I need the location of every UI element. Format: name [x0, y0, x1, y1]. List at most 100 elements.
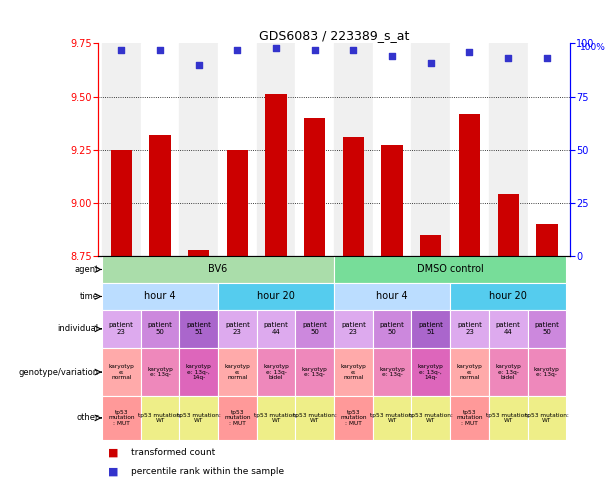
Point — [387, 52, 397, 60]
Bar — [257, 397, 295, 440]
Text: percentile rank within the sample: percentile rank within the sample — [131, 467, 284, 476]
Bar — [334, 310, 373, 348]
Text: tp53 mutation:
WT: tp53 mutation: WT — [370, 412, 414, 423]
Text: patient
51: patient 51 — [418, 322, 443, 335]
Bar — [411, 397, 450, 440]
Text: ■: ■ — [107, 448, 118, 458]
Text: hour 20: hour 20 — [489, 291, 527, 301]
Bar — [334, 397, 373, 440]
Bar — [373, 348, 411, 397]
Bar — [459, 114, 480, 256]
Text: karyotyp
e: 13q-: karyotyp e: 13q- — [534, 367, 560, 377]
Bar — [489, 310, 528, 348]
Bar — [295, 43, 334, 256]
Bar — [265, 95, 287, 256]
Bar — [295, 397, 334, 440]
Bar — [150, 135, 170, 256]
Bar — [498, 194, 519, 256]
Text: karyotyp
e:
normal: karyotyp e: normal — [340, 364, 367, 380]
Bar — [111, 150, 132, 256]
Bar — [373, 43, 411, 256]
Bar — [102, 256, 334, 283]
Bar — [450, 397, 489, 440]
Text: tp53 mutation:
WT: tp53 mutation: WT — [138, 412, 182, 423]
Text: patient
23: patient 23 — [109, 322, 134, 335]
Text: tp53
mutation
: MUT: tp53 mutation : MUT — [224, 410, 251, 426]
Text: karyotyp
e: 13q-,
14q-: karyotyp e: 13q-, 14q- — [418, 364, 444, 380]
Text: patient
44: patient 44 — [496, 322, 520, 335]
Text: patient
44: patient 44 — [264, 322, 289, 335]
Bar — [140, 348, 180, 397]
Bar — [450, 310, 489, 348]
Bar — [218, 397, 257, 440]
Bar — [411, 310, 450, 348]
Bar — [334, 43, 373, 256]
Text: tp53 mutation:
WT: tp53 mutation: WT — [177, 412, 221, 423]
Text: DMSO control: DMSO control — [417, 265, 484, 274]
Text: karyotyp
e:
normal: karyotyp e: normal — [109, 364, 134, 380]
Text: patient
23: patient 23 — [225, 322, 250, 335]
Bar — [536, 224, 557, 256]
Bar — [450, 348, 489, 397]
Bar — [334, 256, 566, 283]
Bar — [140, 310, 180, 348]
Bar — [140, 43, 180, 256]
Text: karyotyp
e:
normal: karyotyp e: normal — [457, 364, 482, 380]
Bar — [102, 348, 140, 397]
Bar — [102, 397, 140, 440]
Text: other: other — [77, 413, 99, 423]
Bar — [257, 43, 295, 256]
Text: tp53 mutation:
WT: tp53 mutation: WT — [293, 412, 337, 423]
Text: patient
23: patient 23 — [457, 322, 482, 335]
Bar — [188, 250, 209, 256]
Point — [349, 46, 359, 54]
Bar — [295, 348, 334, 397]
Text: individual: individual — [58, 325, 99, 333]
Bar — [373, 310, 411, 348]
Text: time: time — [80, 292, 99, 301]
Text: tp53
mutation
: MUT: tp53 mutation : MUT — [108, 410, 134, 426]
Text: karyotyp
e: 13q-
bidel: karyotyp e: 13q- bidel — [263, 364, 289, 380]
Text: tp53 mutation:
WT: tp53 mutation: WT — [486, 412, 530, 423]
Point — [542, 55, 552, 62]
Text: hour 4: hour 4 — [144, 291, 176, 301]
Point — [271, 44, 281, 52]
Text: patient
23: patient 23 — [341, 322, 366, 335]
Text: transformed count: transformed count — [131, 448, 215, 457]
Text: patient
50: patient 50 — [535, 322, 559, 335]
Bar — [381, 145, 403, 256]
Point — [155, 46, 165, 54]
Point — [116, 46, 126, 54]
Text: karyotyp
e: 13q-,
14q-: karyotyp e: 13q-, 14q- — [186, 364, 211, 380]
Bar — [102, 43, 140, 256]
Bar — [411, 43, 450, 256]
Bar — [489, 397, 528, 440]
Point — [310, 46, 319, 54]
Text: patient
50: patient 50 — [379, 322, 405, 335]
Bar — [218, 310, 257, 348]
Bar — [450, 283, 566, 310]
Text: hour 4: hour 4 — [376, 291, 408, 301]
Bar — [257, 310, 295, 348]
Text: karyotyp
e: 13q-
bidel: karyotyp e: 13q- bidel — [495, 364, 521, 380]
Text: karyotyp
e: 13q-: karyotyp e: 13q- — [379, 367, 405, 377]
Bar — [528, 310, 566, 348]
Bar — [295, 310, 334, 348]
Bar — [102, 283, 218, 310]
Bar — [180, 43, 218, 256]
Text: ■: ■ — [107, 467, 118, 476]
Text: 100%: 100% — [579, 43, 606, 53]
Point — [503, 55, 513, 62]
Bar — [489, 348, 528, 397]
Point — [232, 46, 242, 54]
Bar — [528, 397, 566, 440]
Text: tp53 mutation:
WT: tp53 mutation: WT — [525, 412, 569, 423]
Point — [426, 59, 436, 67]
Bar — [180, 348, 218, 397]
Bar — [489, 43, 528, 256]
Text: genotype/variation: genotype/variation — [19, 368, 99, 377]
Bar — [140, 397, 180, 440]
Bar — [450, 43, 489, 256]
Text: karyotyp
e: 13q-: karyotyp e: 13q- — [147, 367, 173, 377]
Text: patient
51: patient 51 — [186, 322, 211, 335]
